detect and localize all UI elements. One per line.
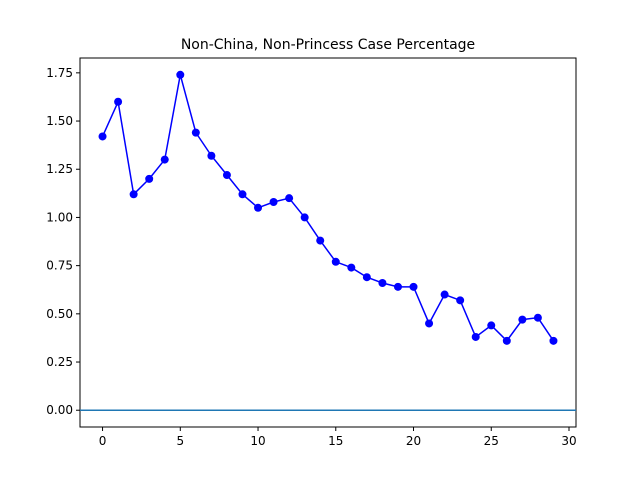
data-point	[316, 236, 325, 245]
y-tick-label: 0.00	[46, 403, 73, 417]
data-point	[285, 194, 294, 203]
data-point	[331, 257, 340, 266]
data-point	[518, 315, 527, 324]
series-layer	[98, 70, 558, 345]
y-tick-label: 1.50	[46, 114, 73, 128]
x-tick-label: 10	[250, 434, 265, 448]
y-tick-label: 0.75	[46, 259, 73, 273]
data-point	[471, 332, 480, 341]
data-point	[129, 190, 138, 199]
y-tick-label: 0.25	[46, 355, 73, 369]
data-point	[269, 198, 278, 207]
data-point	[300, 213, 309, 222]
data-point	[207, 151, 216, 160]
data-point	[502, 336, 511, 345]
data-point	[440, 290, 449, 299]
x-axis: 0 5 10 15 20 25 30	[99, 427, 577, 448]
data-point	[254, 203, 263, 212]
data-point	[222, 171, 231, 180]
data-point	[191, 128, 200, 137]
data-point	[378, 278, 387, 287]
x-tick-label: 30	[561, 434, 576, 448]
y-axis: 0.00 0.25 0.50 0.75 1.00 1.25 1.50 1.75	[46, 66, 80, 417]
x-tick-label: 25	[484, 434, 499, 448]
x-tick-label: 5	[176, 434, 184, 448]
data-point	[409, 282, 418, 291]
data-point	[238, 190, 247, 199]
data-point	[533, 313, 542, 322]
data-point	[362, 273, 371, 282]
data-point	[98, 132, 107, 141]
data-point	[160, 155, 169, 164]
y-tick-label: 1.25	[46, 162, 73, 176]
y-tick-label: 0.50	[46, 307, 73, 321]
data-point	[176, 70, 185, 79]
plot-frame	[79, 57, 577, 428]
y-tick-label: 1.00	[46, 210, 73, 224]
series-line	[101, 74, 555, 342]
data-point	[456, 296, 465, 305]
y-tick-label: 1.75	[46, 66, 73, 80]
x-tick-label: 20	[406, 434, 421, 448]
data-point	[347, 263, 356, 272]
x-tick-label: 0	[99, 434, 107, 448]
data-point	[549, 336, 558, 345]
data-point	[145, 174, 154, 183]
chart-title: Non-China, Non-Princess Case Percentage	[181, 37, 475, 53]
data-point	[425, 319, 434, 328]
data-point	[487, 321, 496, 330]
x-tick-label: 15	[328, 434, 343, 448]
data-point	[114, 97, 123, 106]
data-point	[393, 282, 402, 291]
